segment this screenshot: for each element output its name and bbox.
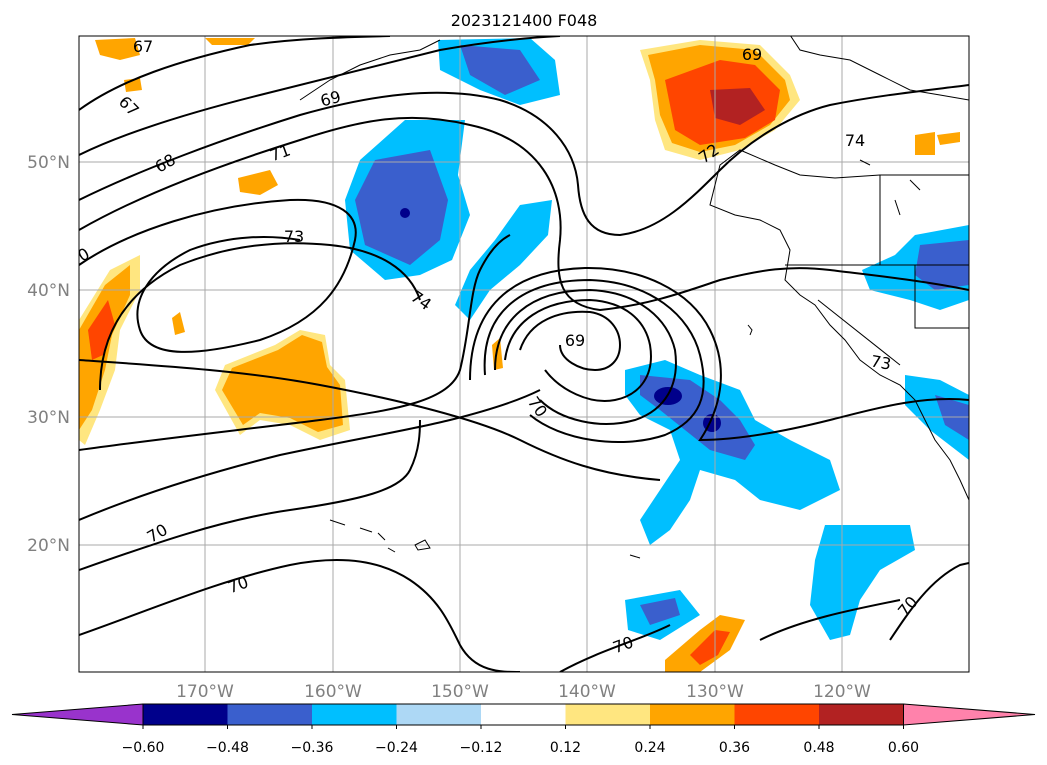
shade-positive-field — [172, 312, 185, 335]
colorbar-tick-label: −0.60 — [122, 740, 165, 756]
colorbar-segment — [312, 704, 397, 725]
contour-label: 73 — [869, 351, 892, 373]
latitude-labels: 50°N 40°N 30°N 20°N — [27, 153, 70, 556]
lat-label: 20°N — [27, 536, 70, 556]
shade-positive-field — [205, 38, 255, 45]
colorbar-tick-label: −0.12 — [460, 740, 503, 756]
shade-strong-positive-core — [710, 88, 765, 125]
lon-label: 120°W — [813, 682, 871, 702]
shade-strong-negative-core — [400, 208, 410, 218]
contour-label: 69 — [742, 45, 762, 64]
lat-label: 50°N — [27, 153, 70, 173]
lon-label: 170°W — [176, 682, 234, 702]
lon-label: 150°W — [431, 682, 489, 702]
colorbar-segment — [143, 704, 228, 725]
colorbar-tick-label: −0.24 — [375, 740, 418, 756]
shade-negative-core — [460, 45, 540, 95]
longitude-labels: 170°W 160°W 150°W 140°W 130°W 120°W — [176, 682, 871, 702]
shade-positive-field — [238, 170, 278, 195]
colorbar-tick-label: 0.48 — [803, 740, 834, 756]
shade-positive-core — [88, 300, 115, 360]
colorbar-segment — [396, 704, 482, 725]
colorbar-segment — [481, 704, 566, 725]
contour-label: 67 — [133, 37, 153, 56]
coastlines — [299, 36, 969, 559]
colorbar-segment — [565, 704, 651, 725]
colorbar-tick-label: 0.60 — [888, 740, 919, 756]
contour-label: 73 — [284, 227, 304, 246]
colorbar-segment — [819, 704, 904, 725]
colorbar-tick-label: −0.36 — [291, 740, 334, 756]
map-area: 67 67 68 69 69 70 70 70 70 70 71 72 73 7… — [79, 36, 969, 672]
shade-positive-field — [915, 132, 935, 155]
shade-positive-field — [937, 132, 960, 145]
lon-label: 160°W — [304, 682, 362, 702]
colorbar-frame — [142, 703, 904, 726]
lat-label: 40°N — [27, 281, 70, 301]
colorbar-segment — [227, 704, 313, 725]
colorbar-extend-min — [11, 703, 144, 726]
colorbar-segment — [734, 704, 820, 725]
shade-negative-field — [810, 525, 915, 640]
lat-label: 30°N — [27, 408, 70, 428]
contour-label: 69 — [318, 87, 343, 111]
shade-positive-core — [690, 630, 730, 665]
shade-positive-field — [222, 335, 343, 432]
graticule — [79, 36, 969, 672]
colorbar-tick-label: 0.12 — [550, 740, 581, 756]
lon-label: 130°W — [686, 682, 744, 702]
map-title: 2023121400 F048 — [451, 11, 598, 30]
contour-label: 69 — [565, 331, 585, 350]
colorbar-tick-label: 0.24 — [634, 740, 665, 756]
shade-negative-core — [640, 598, 680, 625]
height-contours — [79, 36, 969, 672]
shade-positive-field — [95, 38, 140, 60]
colorbar: −0.60 −0.48 −0.36 −0.24 −0.12 0.12 0.24 0.36 0.4… — [11, 703, 1036, 756]
colorbar-segment — [650, 704, 735, 725]
colorbar-tick-label: 0.36 — [719, 740, 750, 756]
colorbar-extend-max — [903, 703, 1036, 726]
colorbar-tick-label: −0.48 — [206, 740, 249, 756]
contour-label: 74 — [845, 131, 865, 150]
lon-label: 140°W — [558, 682, 616, 702]
shade-negative-core — [355, 150, 448, 265]
map-frame — [78, 35, 970, 673]
